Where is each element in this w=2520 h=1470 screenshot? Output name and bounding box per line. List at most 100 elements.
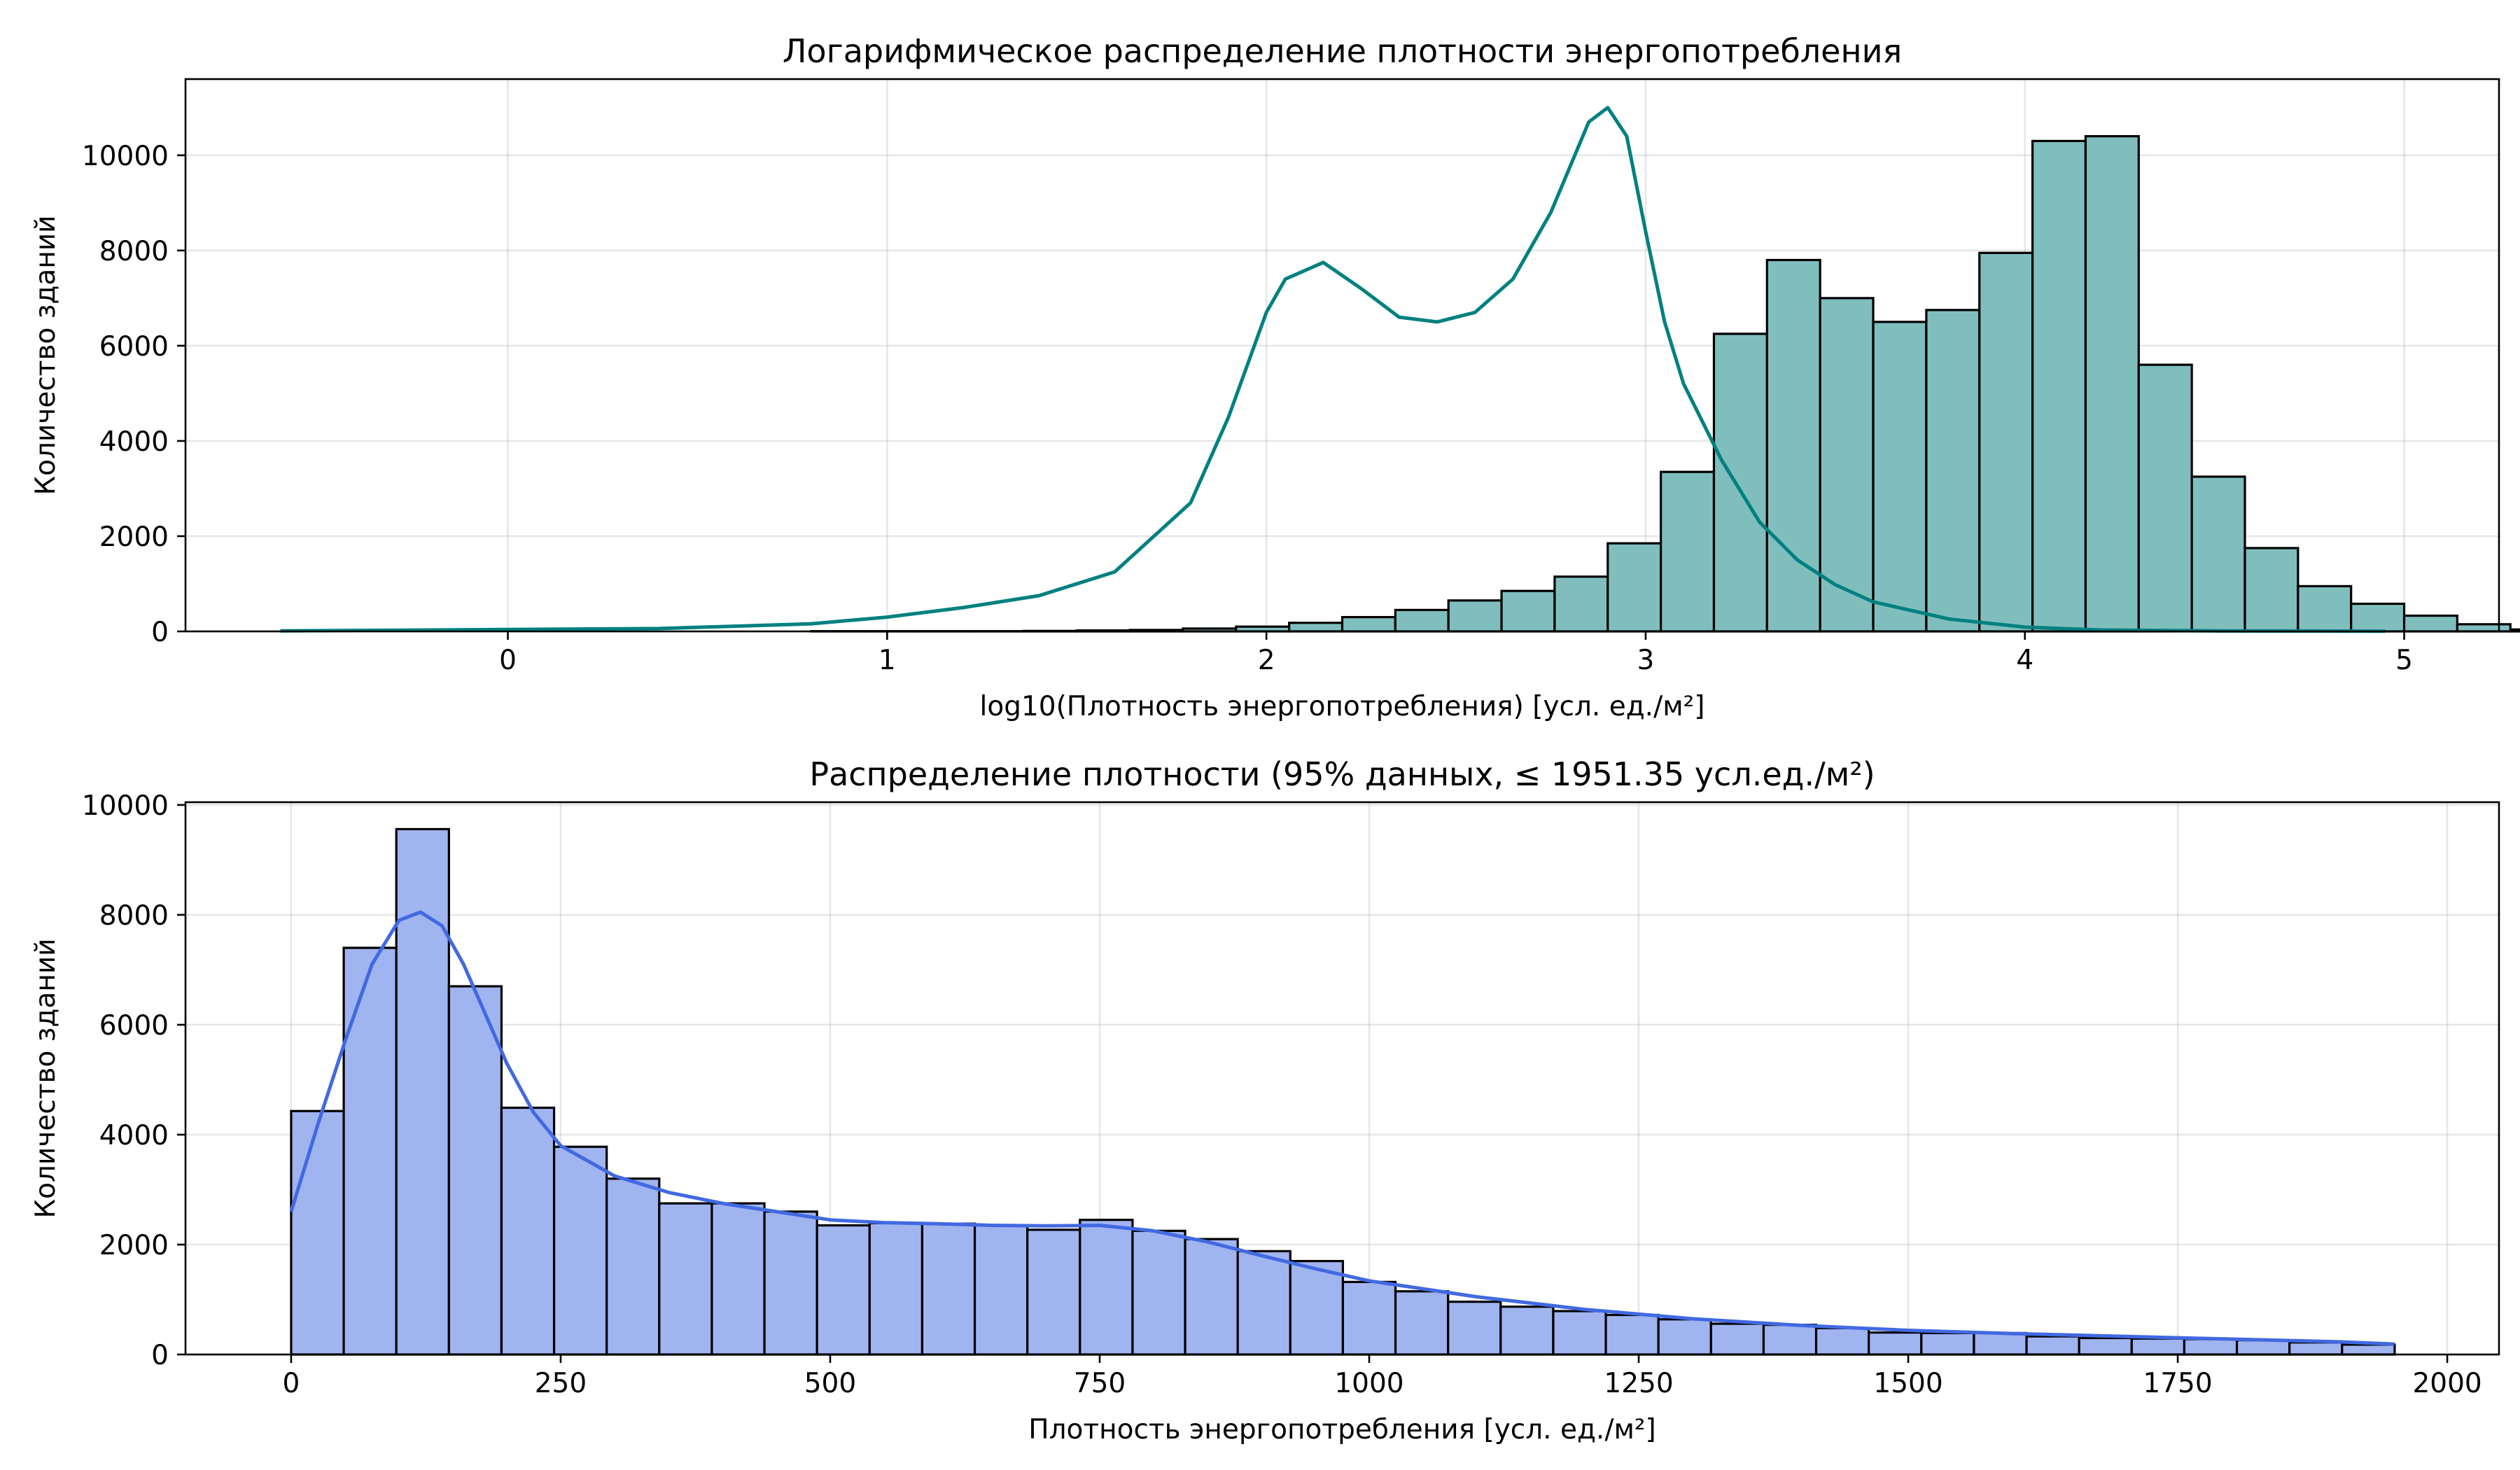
x-tick-label: 1250 <box>1604 1368 1673 1399</box>
histogram-bar <box>1709 1322 1765 1356</box>
histogram-bar <box>1660 470 1716 633</box>
histogram-bar <box>2084 135 2140 633</box>
kde-line <box>289 910 2395 1346</box>
x-tick-label: 250 <box>535 1368 587 1399</box>
y-tick-label: 6000 <box>99 331 169 363</box>
histogram-bar <box>1289 1259 1345 1356</box>
histogram-bar <box>868 1222 924 1356</box>
y-tick-label: 8000 <box>99 900 169 932</box>
x-tick-label: 3 <box>1637 645 1655 676</box>
histogram-bar <box>2130 1337 2186 1356</box>
histogram-bar <box>2350 602 2406 633</box>
y-tick-label: 2000 <box>99 1230 169 1261</box>
histogram-bar <box>710 1202 766 1356</box>
x-tick-label: 0 <box>283 1368 300 1399</box>
chart-title: Распределение плотности (95% данных, ≤ 1… <box>809 755 1875 793</box>
y-tick-label: 4000 <box>99 426 169 458</box>
histogram-bar <box>290 1110 345 1356</box>
histogram-bar <box>606 1177 661 1356</box>
histogram-bar <box>1604 1313 1660 1356</box>
histogram-bar <box>342 946 398 1356</box>
y-tick-label: 2000 <box>99 522 169 553</box>
x-tick-label: 1750 <box>2143 1368 2212 1399</box>
histogram-bars <box>810 135 2520 633</box>
histogram-bar <box>2025 1335 2080 1356</box>
x-tick-label: 500 <box>804 1368 856 1399</box>
histogram-bar <box>763 1210 818 1356</box>
histogram-bar <box>973 1224 1029 1356</box>
x-axis-label: log10(Плотность энергопотребления) [усл.… <box>980 691 1705 722</box>
histogram-bar <box>2509 628 2520 633</box>
histogram-bar <box>1184 1238 1239 1356</box>
histogram-bar <box>1762 1324 1818 1356</box>
x-tick-label: 4 <box>2016 645 2033 676</box>
histogram-bar <box>1920 1331 1975 1356</box>
y-axis: 0 2000 4000 6000 8000 10000 <box>82 790 186 1371</box>
x-tick-label: 750 <box>1074 1368 1126 1399</box>
histogram-bar <box>552 1145 608 1356</box>
x-tick-label: 5 <box>2395 645 2413 676</box>
histogram-bar <box>1394 608 1450 633</box>
histogram-bar <box>2183 1338 2239 1356</box>
histogram-bar <box>1606 542 1662 633</box>
histogram-bar <box>1026 1228 1082 1356</box>
x-tick-label: 1500 <box>1873 1368 1942 1399</box>
chart-title: Логарифмическое распределение плотности … <box>783 32 1902 70</box>
x-tick-label: 1 <box>878 645 896 676</box>
histogram-bar <box>1236 1250 1292 1356</box>
x-axis-label: Плотность энергопотребления [усл. ед./м²… <box>1028 1414 1656 1446</box>
histogram-bar <box>658 1202 713 1356</box>
histogram-bars <box>290 827 2396 1356</box>
histogram-bar <box>2244 547 2300 633</box>
y-tick-label: 10000 <box>82 790 169 822</box>
plot-frame <box>184 801 2500 1356</box>
histogram-bar <box>1925 309 1981 633</box>
histogram-bar <box>1394 1290 1450 1356</box>
histogram-bar <box>1712 332 1768 633</box>
histogram-bar <box>920 1222 976 1356</box>
y-tick-label: 0 <box>151 617 169 648</box>
histogram-bar <box>2341 1343 2396 1356</box>
histogram-bar <box>2190 475 2246 633</box>
x-tick-label: 2000 <box>2412 1368 2482 1399</box>
histogram-bar <box>2078 1336 2133 1356</box>
histogram-bar <box>1553 575 1609 633</box>
histogram-bar <box>447 985 503 1356</box>
histogram-bar <box>1978 251 2034 633</box>
x-axis: 0 1 2 3 4 5 <box>499 631 2413 676</box>
histogram-bar <box>1447 599 1503 633</box>
x-tick-label: 0 <box>499 645 517 676</box>
y-tick-label: 8000 <box>99 236 169 267</box>
chart-2: 0 250 500 750 1000 1250 1500 1750 2000 0 2000 4000 6… <box>30 755 2500 1446</box>
histogram-bar <box>1872 321 1928 633</box>
x-tick-label: 2 <box>1258 645 1275 676</box>
x-axis: 0 250 500 750 1000 1250 1500 1750 2000 <box>283 1354 2482 1399</box>
y-axis-label: Количество зданий <box>30 215 62 495</box>
histogram-bar <box>2297 584 2353 633</box>
histogram-bar <box>2235 1338 2291 1356</box>
x-tick-label: 1000 <box>1334 1368 1404 1399</box>
histogram-bar <box>2031 139 2087 633</box>
histogram-bar <box>1288 622 1344 633</box>
histogram-bar <box>816 1224 871 1356</box>
y-tick-label: 0 <box>151 1340 169 1371</box>
histogram-bar <box>1552 1310 1607 1356</box>
histogram-bar <box>1765 258 1821 633</box>
y-tick-label: 10000 <box>82 141 169 172</box>
histogram-bar <box>1814 1326 1870 1356</box>
histogram-bar <box>1500 589 1556 633</box>
chart-1: 0 1 2 3 4 5 0 2000 4000 6000 8000 10000 Логарифмичес… <box>30 32 2520 722</box>
y-axis-label: Количество зданий <box>30 938 62 1218</box>
histogram-bar <box>1447 1301 1502 1356</box>
histogram-bar <box>2288 1341 2344 1356</box>
histogram-bar <box>1131 1229 1186 1356</box>
histogram-bar <box>2137 363 2193 633</box>
kde-line <box>280 106 2386 634</box>
histogram-bar <box>1079 1219 1134 1356</box>
y-axis: 0 2000 4000 6000 8000 10000 <box>82 141 186 648</box>
plot-frame <box>184 78 2500 633</box>
histogram-bar <box>2456 623 2512 633</box>
histogram-bar <box>1868 1331 1923 1356</box>
histogram-bar <box>1973 1331 2028 1356</box>
